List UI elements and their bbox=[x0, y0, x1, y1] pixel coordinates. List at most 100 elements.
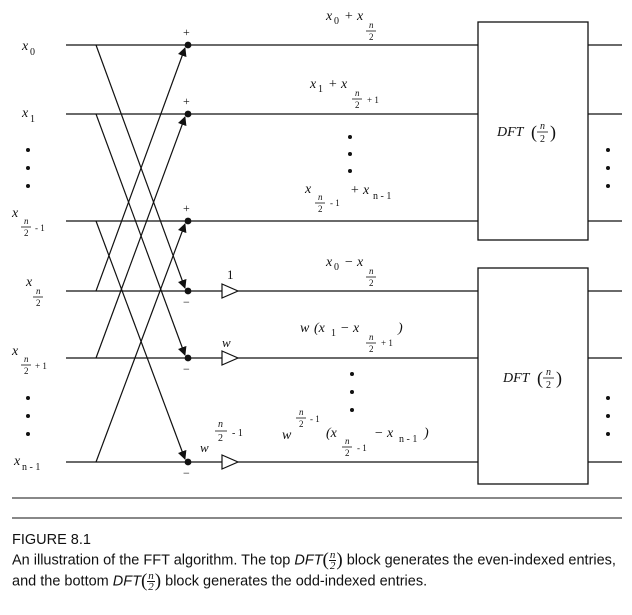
node-n1 bbox=[184, 458, 192, 466]
svg-text:x: x bbox=[325, 9, 333, 24]
input-labels: x 0 x 1 x n 2 - 1 x n 2 x n 2 bbox=[11, 39, 47, 473]
gain-wpow-base: w bbox=[200, 440, 209, 455]
svg-text:1: 1 bbox=[318, 84, 323, 95]
svg-text:+ 1: + 1 bbox=[381, 338, 393, 348]
gain-one: 1 bbox=[227, 267, 234, 282]
svg-text:x: x bbox=[21, 106, 29, 121]
dft-bottom-lparen: ( bbox=[537, 368, 543, 389]
output-labels: x 0 + x n 2 x 1 + x n 2 + 1 x n 2 - 1 bbox=[282, 9, 429, 458]
expr-sum-last: x n 2 - 1 + x n - 1 bbox=[304, 182, 391, 214]
svg-text:+ x: + x bbox=[350, 183, 370, 198]
svg-text:1: 1 bbox=[30, 114, 35, 125]
dft-bottom-rparen: ) bbox=[556, 368, 562, 389]
cross-h1p-up bbox=[95, 116, 187, 359]
minus-sign-h: − bbox=[183, 295, 190, 309]
svg-text:n: n bbox=[24, 354, 29, 364]
input-xh: x n 2 bbox=[25, 275, 43, 308]
svg-text:x: x bbox=[11, 344, 19, 359]
dft-block-top: DFT ( n 2 ) bbox=[477, 21, 589, 241]
svg-text:+ x: + x bbox=[328, 77, 348, 92]
svg-text:n: n bbox=[369, 332, 374, 342]
dft-top-den: 2 bbox=[540, 134, 545, 145]
svg-text:x: x bbox=[325, 255, 333, 270]
minus-sign-n1: − bbox=[183, 466, 190, 480]
svg-text:2: 2 bbox=[318, 204, 323, 214]
caption-text-1: An illustration of the FFT algorithm. Th… bbox=[12, 552, 295, 569]
caption-text-2: block generates the even-indexed entries… bbox=[12, 552, 616, 590]
svg-text:n: n bbox=[355, 88, 360, 98]
svg-text:0: 0 bbox=[30, 47, 35, 58]
svg-text:+ 1: + 1 bbox=[367, 95, 379, 105]
caption-dft-1: DFT bbox=[294, 552, 323, 569]
multipliers bbox=[221, 283, 240, 470]
svg-text:(x: (x bbox=[326, 426, 338, 441]
dft-top-lparen: ( bbox=[531, 122, 537, 143]
output-wires bbox=[189, 44, 478, 463]
butterfly-lines bbox=[95, 44, 187, 463]
caption-body: An illustration of the FFT algorithm. Th… bbox=[12, 549, 616, 593]
svg-text:2: 2 bbox=[345, 448, 350, 458]
input-xn1: x n - 1 bbox=[13, 454, 40, 473]
node-h bbox=[184, 287, 192, 295]
svg-text:x: x bbox=[25, 275, 33, 290]
expr-sum-0: x 0 + x n 2 bbox=[325, 9, 376, 42]
svg-text:x: x bbox=[11, 206, 19, 221]
svg-text:n - 1: n - 1 bbox=[373, 191, 391, 202]
input-wires bbox=[66, 44, 185, 463]
input-x0: x 0 bbox=[21, 39, 35, 58]
expr-diff-1: w (x 1 − x n 2 + 1 ) bbox=[300, 321, 403, 354]
input-x1: x 1 bbox=[21, 106, 35, 125]
svg-text:+ 1: + 1 bbox=[35, 361, 47, 371]
svg-text:x: x bbox=[309, 77, 317, 92]
svg-text:- 1: - 1 bbox=[35, 223, 45, 233]
svg-text:w: w bbox=[282, 428, 292, 443]
dft-top-label: DFT bbox=[496, 125, 525, 140]
svg-text:+ x: + x bbox=[344, 9, 364, 24]
svg-text:x: x bbox=[21, 39, 29, 54]
gain-triangle-wpow bbox=[221, 454, 240, 470]
svg-text:2: 2 bbox=[369, 32, 374, 42]
expr-sum-1: x 1 + x n 2 + 1 bbox=[309, 77, 379, 110]
gain-labels: 1 w w n 2 - 1 bbox=[200, 267, 243, 455]
node-h1p bbox=[184, 354, 192, 362]
right-ellipsis-bottom bbox=[606, 396, 610, 436]
expr-diff-0: x 0 − x n 2 bbox=[325, 255, 376, 288]
svg-text:): ) bbox=[397, 321, 403, 336]
svg-text:x: x bbox=[304, 182, 312, 197]
gain-wpow-num: n bbox=[218, 419, 223, 430]
svg-text:): ) bbox=[423, 426, 429, 441]
svg-text:1: 1 bbox=[331, 328, 336, 339]
expr-ellipsis-top bbox=[348, 135, 352, 173]
svg-text:n: n bbox=[369, 266, 374, 276]
svg-text:0: 0 bbox=[334, 262, 339, 273]
svg-text:- 1: - 1 bbox=[330, 198, 340, 208]
dft-bottom-label: DFT bbox=[502, 371, 531, 386]
svg-text:2: 2 bbox=[369, 278, 374, 288]
node-1 bbox=[184, 110, 192, 118]
svg-text:- 1: - 1 bbox=[357, 443, 367, 453]
svg-text:- 1: - 1 bbox=[310, 414, 320, 424]
dft-bottom-num: n bbox=[546, 367, 551, 378]
minus-sign-h1p: − bbox=[183, 362, 190, 376]
svg-text:2: 2 bbox=[369, 344, 374, 354]
cross-1-down bbox=[95, 113, 187, 356]
dft-block-bottom: DFT ( n 2 ) bbox=[477, 267, 589, 485]
svg-text:2: 2 bbox=[299, 419, 304, 429]
svg-text:x: x bbox=[13, 454, 21, 469]
svg-text:2: 2 bbox=[355, 100, 360, 110]
figure-caption: FIGURE 8.1 An illustration of the FFT al… bbox=[12, 530, 620, 593]
svg-text:(x: (x bbox=[314, 321, 326, 336]
gain-triangle-1 bbox=[221, 283, 240, 299]
node-0 bbox=[184, 41, 192, 49]
svg-text:n - 1: n - 1 bbox=[22, 462, 40, 473]
svg-text:n: n bbox=[24, 216, 29, 226]
svg-text:− x: − x bbox=[374, 426, 394, 441]
block-output-wires bbox=[588, 44, 622, 463]
svg-text:− x: − x bbox=[340, 321, 360, 336]
node-h1 bbox=[184, 217, 192, 225]
svg-text:0: 0 bbox=[334, 16, 339, 27]
svg-text:2: 2 bbox=[24, 228, 29, 238]
right-ellipsis-top bbox=[606, 148, 610, 188]
dft-top-num: n bbox=[540, 121, 545, 132]
